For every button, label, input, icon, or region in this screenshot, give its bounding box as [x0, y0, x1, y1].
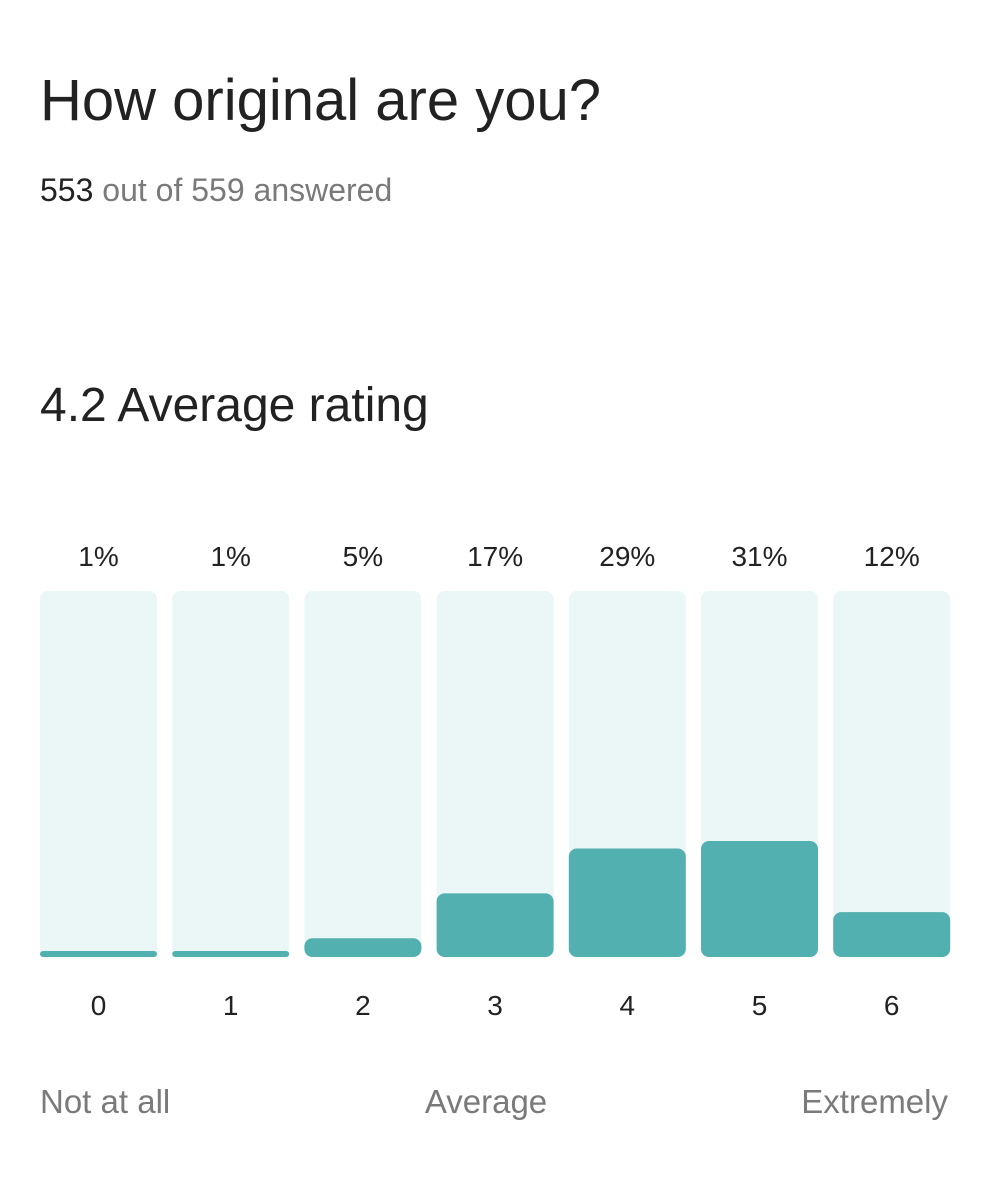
x-tick-label-2: 2	[355, 990, 371, 1021]
bar-track-1	[172, 591, 290, 957]
bar-value-label-1: 1%	[210, 541, 250, 572]
bar-1	[172, 951, 290, 957]
scale-label-high: Extremely	[801, 1083, 948, 1120]
bar-6	[833, 912, 951, 957]
answered-suffix: answered	[253, 172, 393, 208]
bar-track-0	[40, 591, 157, 957]
bar-value-label-4: 29%	[599, 541, 655, 572]
average-rating-label: Average rating	[117, 379, 429, 432]
bar-value-label-5: 31%	[731, 541, 787, 572]
x-tick-label-0: 0	[91, 990, 107, 1021]
total-count: 559	[191, 172, 245, 208]
scale-label-low: Not at all	[40, 1083, 171, 1120]
bar-3	[436, 893, 554, 957]
x-tick-label-4: 4	[620, 990, 636, 1021]
average-rating: 4.2 Average rating	[40, 376, 429, 436]
answered-connector: out of	[102, 172, 183, 208]
bar-value-label-2: 5%	[343, 541, 383, 572]
bar-value-label-0: 1%	[78, 541, 118, 572]
average-rating-value: 4.2	[40, 379, 107, 432]
bar-track-6	[833, 591, 951, 957]
bar-5	[701, 841, 818, 957]
answered-summary: 553 out of 559 answered	[40, 170, 392, 210]
x-tick-label-5: 5	[752, 990, 768, 1021]
question-title: How original are you?	[40, 68, 601, 133]
bar-value-label-6: 12%	[864, 541, 920, 572]
x-tick-label-3: 3	[487, 990, 503, 1021]
x-tick-label-6: 6	[884, 990, 900, 1021]
x-tick-label-1: 1	[223, 990, 239, 1021]
answered-count: 553	[40, 172, 94, 208]
bar-0	[40, 951, 157, 957]
bar-4	[568, 848, 686, 957]
bar-track-2	[304, 591, 422, 957]
bar-value-label-3: 17%	[467, 541, 523, 572]
bar-2	[304, 938, 422, 957]
scale-label-mid: Average	[424, 1083, 548, 1120]
bar-track-3	[436, 591, 554, 957]
